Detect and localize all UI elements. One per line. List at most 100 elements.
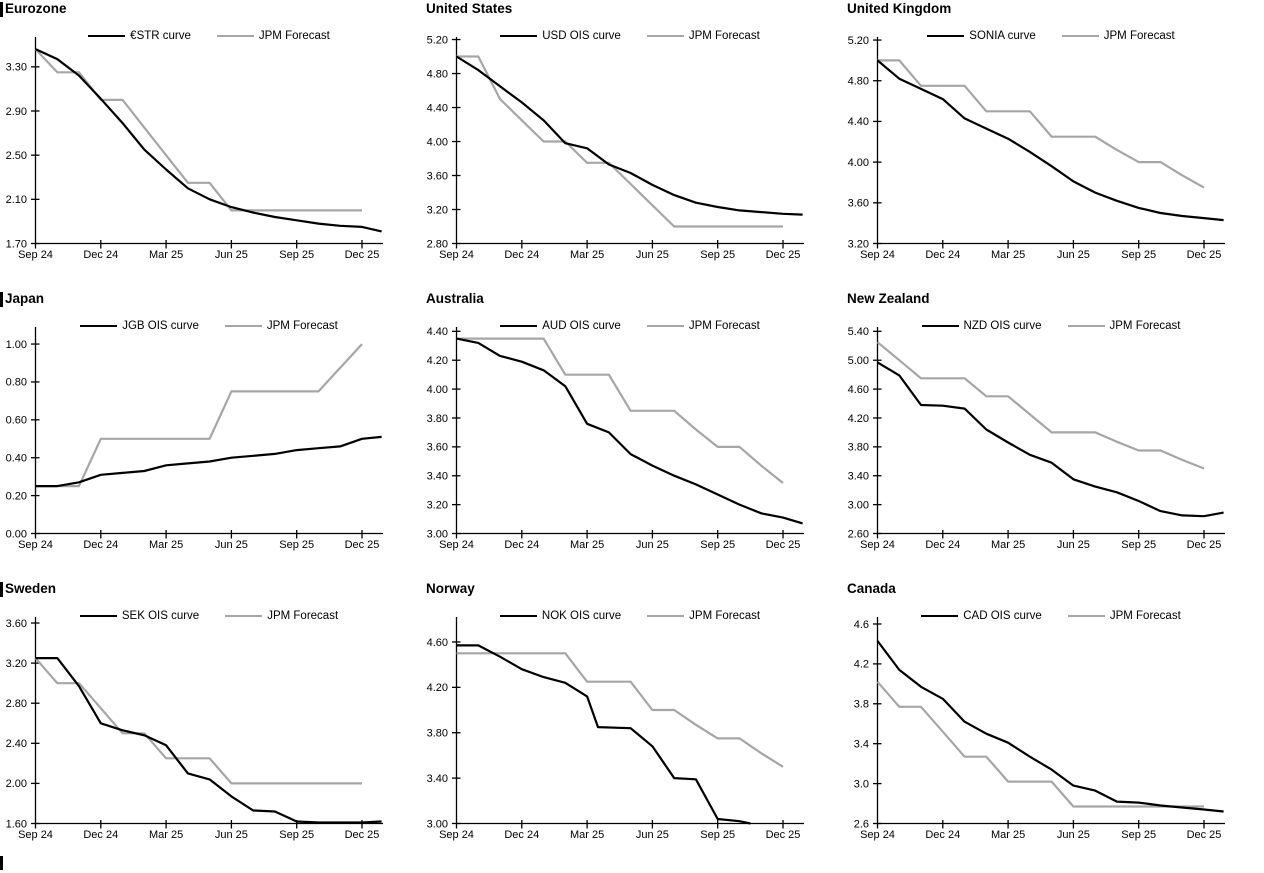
- series-line-curve: [35, 656, 382, 824]
- y-tick-label: 2.50: [6, 150, 27, 162]
- y-tick-label: 5.20: [848, 35, 869, 47]
- x-tick-label: Sep 24: [18, 829, 53, 841]
- legend-item: JPM Forecast: [646, 320, 760, 332]
- y-tick-label: 2.6: [854, 818, 869, 830]
- legend-line-sample: [224, 324, 262, 328]
- series-line-curve: [35, 48, 382, 233]
- y-tick-label: 3.60: [427, 442, 448, 454]
- x-tick-label: Dec 24: [83, 539, 118, 551]
- y-tick-label: 3.00: [427, 818, 448, 830]
- title-marker-bar: [0, 2, 3, 17]
- x-tick-label: Mar 25: [570, 829, 604, 841]
- x-tick-label: Jun 25: [1057, 829, 1090, 841]
- x-tick-label: Mar 25: [991, 539, 1025, 551]
- chart-new-zealand: New Zealand NZD OIS curve JPM Forecast 2.60…: [842, 290, 1264, 580]
- axes: [873, 617, 1225, 829]
- series-line-curve: [455, 55, 803, 216]
- legend-label: SEK OIS curve: [121, 610, 200, 622]
- title-marker-bar: [0, 582, 3, 597]
- y-tick-label: 2.80: [427, 238, 448, 250]
- x-tick-label: Dec 25: [345, 829, 380, 841]
- x-tick-label: Dec 24: [504, 249, 539, 261]
- x-tick-label: Mar 25: [570, 539, 604, 551]
- legend-item: USD OIS curve: [500, 30, 621, 42]
- y-tick-label: 4.40: [427, 102, 448, 114]
- chart-sweden: Sweden SEK OIS curve JPM Forecast 1.60 2.00 2…: [0, 580, 421, 873]
- legend-label: JPM Forecast: [267, 610, 339, 622]
- chart-canvas: 2.60 3.00 3.40 3.80 4.20 4.60 5.00 5.40 Sep 24 De…: [848, 326, 1225, 551]
- x-tick-label: Dec 24: [504, 539, 539, 551]
- y-tick-label: 4.00: [848, 157, 869, 169]
- x-tick-label: Dec 25: [766, 249, 801, 261]
- chart-united-kingdom: United Kingdom SONIA curve JPM Forecast 3.2…: [842, 0, 1264, 290]
- y-tick-label: 4.60: [848, 384, 869, 396]
- series-line-forecast: [456, 337, 784, 484]
- x-tick-label: Sep 24: [18, 249, 53, 261]
- legend-line-sample: [921, 324, 959, 328]
- legend-label: NOK OIS curve: [541, 610, 622, 622]
- x-tick-label: Dec 25: [766, 539, 801, 551]
- y-tick-label: 4.20: [427, 355, 448, 367]
- legend-item: JPM Forecast: [1061, 30, 1175, 42]
- axes: [452, 327, 804, 539]
- chart-canvas: 1.70 2.10 2.50 2.90 3.30 Sep 24 Dec 24 Mar 25 Ju…: [6, 37, 383, 261]
- x-tick-label: Mar 25: [991, 829, 1025, 841]
- x-tick-label: Dec 25: [1187, 829, 1222, 841]
- y-tick-label: 3.60: [6, 618, 27, 630]
- y-tick-label: 5.40: [848, 326, 869, 338]
- axes: [31, 327, 383, 539]
- legend-label: JPM Forecast: [1109, 610, 1181, 622]
- y-tick-label: 2.80: [6, 698, 27, 710]
- y-tick-label: 2.00: [6, 778, 27, 790]
- y-tick-label: 3.00: [427, 528, 448, 540]
- legend-label: NZD OIS curve: [963, 320, 1042, 332]
- x-tick-label: Sep 25: [700, 249, 735, 261]
- legend-label: JGB OIS curve: [122, 320, 199, 332]
- legend-item: SONIA curve: [927, 30, 1036, 42]
- legend-item: JPM Forecast: [646, 30, 760, 42]
- axes: [452, 617, 804, 829]
- legend-label: JPM Forecast: [688, 320, 760, 332]
- legend-line-sample: [500, 34, 538, 38]
- chart-eurozone: Eurozone €STR curve JPM Forecast 1.70 2.10 2.…: [0, 0, 421, 290]
- x-tick-label: Sep 24: [860, 539, 895, 551]
- chart-canada: Canada CAD OIS curve JPM Forecast 2.6 3.0 3.4…: [842, 580, 1264, 873]
- y-tick-label: 5.20: [427, 34, 448, 46]
- chart-title: Canada: [847, 581, 896, 596]
- x-tick-label: Dec 25: [345, 249, 380, 261]
- x-tick-label: Sep 25: [700, 539, 735, 551]
- x-tick-label: Dec 24: [83, 249, 118, 261]
- legend-line-sample: [921, 614, 959, 618]
- x-tick-label: Dec 24: [925, 539, 960, 551]
- legend-item: CAD OIS curve: [921, 610, 1042, 622]
- series-line-forecast: [35, 343, 363, 488]
- axes: [873, 37, 1225, 249]
- y-tick-label: 3.80: [427, 728, 448, 740]
- legend-line-sample: [499, 614, 537, 618]
- y-tick-label: 4.40: [848, 116, 869, 128]
- y-tick-label: 5.00: [848, 355, 869, 367]
- series-line-curve: [456, 644, 751, 825]
- x-tick-label: Sep 24: [439, 539, 474, 551]
- y-tick-label: 0.60: [6, 415, 27, 427]
- x-tick-label: Sep 25: [1121, 539, 1156, 551]
- legend-line-sample: [647, 614, 685, 618]
- legend-line-sample: [646, 34, 684, 38]
- y-tick-label: 4.20: [427, 682, 448, 694]
- y-tick-label: 1.70: [6, 238, 27, 250]
- legend-label: JPM Forecast: [266, 320, 338, 332]
- x-tick-label: Dec 24: [83, 829, 118, 841]
- y-tick-label: 4.80: [427, 68, 448, 80]
- x-tick-label: Dec 24: [925, 829, 960, 841]
- series-line-curve: [876, 361, 1224, 518]
- y-tick-label: 3.20: [427, 204, 448, 216]
- y-tick-label: 3.8: [854, 699, 869, 711]
- y-tick-label: 3.80: [427, 413, 448, 425]
- chart-legend: AUD OIS curve JPM Forecast: [456, 320, 804, 332]
- y-tick-label: 3.80: [848, 442, 869, 454]
- y-tick-label: 3.40: [427, 773, 448, 785]
- x-tick-label: Sep 24: [18, 539, 53, 551]
- section-marker-bar: [0, 856, 3, 870]
